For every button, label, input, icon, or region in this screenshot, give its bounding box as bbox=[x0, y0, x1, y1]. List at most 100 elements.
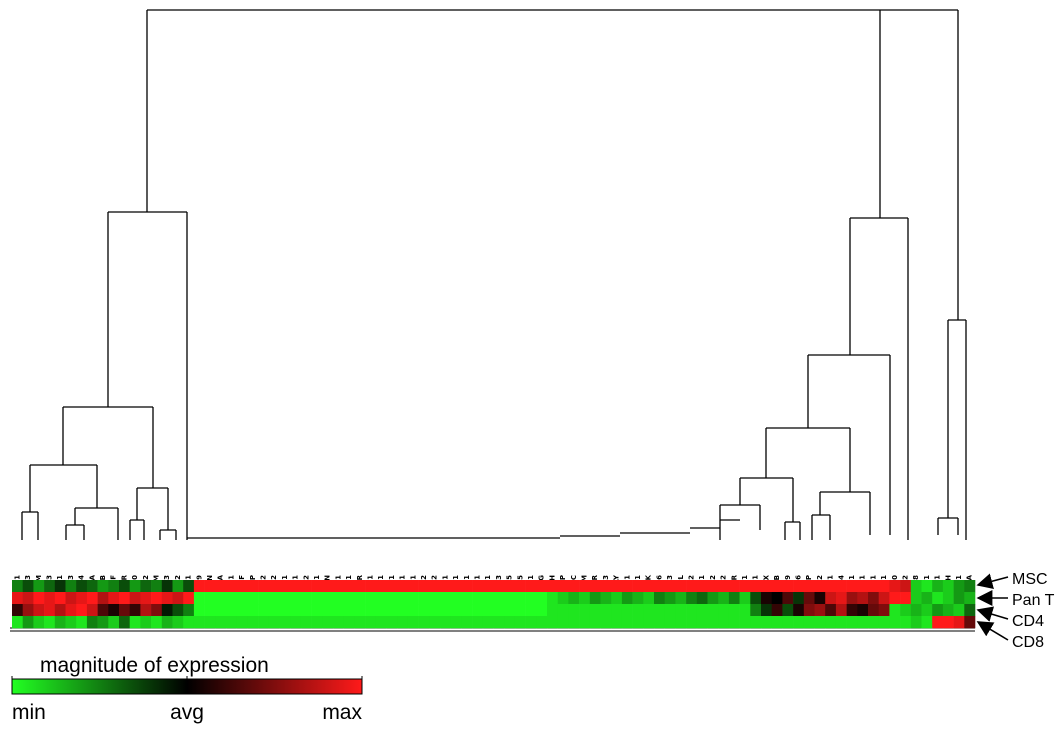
heatmap-cell bbox=[247, 616, 259, 629]
heatmap-cell bbox=[418, 592, 430, 605]
heatmap-cell bbox=[65, 604, 77, 617]
heatmap-cell bbox=[707, 592, 719, 605]
heatmap-cell bbox=[215, 616, 227, 629]
heatmap-cell bbox=[568, 616, 580, 629]
heatmap-cell bbox=[461, 604, 473, 617]
heatmap-cell bbox=[910, 604, 922, 617]
heatmap-cell bbox=[857, 604, 869, 617]
heatmap-cell bbox=[782, 580, 794, 593]
heatmap-cell bbox=[343, 616, 355, 629]
heatmap-cell bbox=[311, 592, 323, 605]
heatmap-cell bbox=[247, 580, 259, 593]
heatmap-cell bbox=[825, 604, 837, 617]
heatmap-cell bbox=[65, 580, 77, 593]
heatmap-cell bbox=[493, 616, 505, 629]
heatmap-cell bbox=[654, 580, 665, 593]
heatmap-cell bbox=[343, 604, 355, 617]
heatmap-cell bbox=[921, 580, 933, 593]
heatmap-cell bbox=[739, 616, 751, 629]
heatmap-cell bbox=[611, 616, 623, 629]
heatmap-cell bbox=[418, 604, 430, 617]
heatmap-cell bbox=[632, 580, 644, 593]
heatmap-cell bbox=[22, 604, 34, 617]
heatmap-cell bbox=[803, 616, 815, 629]
heatmap-cell bbox=[472, 616, 484, 629]
heatmap-cell bbox=[333, 616, 344, 629]
heatmap-cell bbox=[942, 616, 954, 629]
heatmap-cell bbox=[76, 592, 88, 605]
heatmap-cell bbox=[525, 604, 537, 617]
heatmap-cell bbox=[739, 604, 751, 617]
heatmap-cell bbox=[942, 604, 954, 617]
heatmap-cell bbox=[193, 580, 205, 593]
heatmap-cell bbox=[54, 616, 66, 629]
heatmap-cell bbox=[771, 616, 783, 629]
heatmap-cell bbox=[76, 580, 88, 593]
heatmap-cell bbox=[140, 604, 152, 617]
heatmap-cell bbox=[129, 580, 141, 593]
heatmap-cell bbox=[333, 604, 344, 617]
heatmap-cell bbox=[793, 580, 805, 593]
heatmap-cell bbox=[547, 592, 558, 605]
heatmap-cell bbox=[771, 592, 783, 605]
heatmap-cell bbox=[835, 616, 847, 629]
heatmap-cell bbox=[76, 604, 88, 617]
heatmap-cell bbox=[386, 580, 398, 593]
heatmap-cell bbox=[942, 580, 954, 593]
heatmap-cell bbox=[825, 616, 837, 629]
heatmap-cell bbox=[407, 616, 419, 629]
heatmap-cell bbox=[750, 604, 762, 617]
heatmap-cell bbox=[889, 604, 901, 617]
heatmap-cell bbox=[44, 604, 56, 617]
row-label: Pan T bbox=[1012, 592, 1055, 609]
heatmap-cell bbox=[846, 616, 858, 629]
heatmap-cell bbox=[857, 592, 869, 605]
heatmap-cell bbox=[236, 580, 248, 593]
heatmap-cell bbox=[54, 580, 66, 593]
heatmap-cell bbox=[440, 616, 451, 629]
heatmap-cell bbox=[226, 616, 237, 629]
heatmap-cell bbox=[589, 580, 601, 593]
heatmap-cell bbox=[44, 592, 56, 605]
heatmap-cell bbox=[397, 580, 409, 593]
heatmap-cell bbox=[375, 604, 387, 617]
colorbar-title: magnitude of expression bbox=[40, 654, 269, 677]
heatmap-cell bbox=[65, 592, 77, 605]
heatmap-cell bbox=[386, 604, 398, 617]
heatmap-cell bbox=[386, 592, 398, 605]
heatmap-cell bbox=[418, 580, 430, 593]
heatmap-cell bbox=[450, 616, 462, 629]
heatmap-cell bbox=[279, 604, 291, 617]
heatmap-cell bbox=[835, 604, 847, 617]
heatmap-cell bbox=[771, 604, 783, 617]
heatmap-cell bbox=[675, 580, 687, 593]
heatmap-cell bbox=[547, 580, 558, 593]
heatmap-cell bbox=[621, 580, 633, 593]
heatmap-cell bbox=[247, 604, 259, 617]
heatmap-cell bbox=[226, 604, 237, 617]
heatmap-cell bbox=[183, 592, 195, 605]
heatmap-cell bbox=[889, 616, 901, 629]
heatmap-cell bbox=[750, 616, 762, 629]
heatmap-cell bbox=[193, 604, 205, 617]
heatmap-cell bbox=[900, 580, 912, 593]
heatmap-cell bbox=[22, 616, 34, 629]
heatmap-cell bbox=[140, 616, 152, 629]
heatmap-cell bbox=[300, 580, 312, 593]
row-arrows bbox=[976, 573, 1009, 641]
heatmap-cell bbox=[504, 580, 516, 593]
row-label: CD4 bbox=[1012, 613, 1044, 630]
heatmap-cell bbox=[964, 592, 976, 605]
heatmap-cell bbox=[686, 580, 698, 593]
heatmap-cell bbox=[258, 580, 270, 593]
heatmap-cell bbox=[953, 616, 965, 629]
heatmap-cell bbox=[119, 616, 130, 629]
heatmap-cell bbox=[568, 604, 580, 617]
heatmap-cell bbox=[386, 616, 398, 629]
heatmap-cell bbox=[12, 616, 23, 629]
heatmap-cell bbox=[151, 580, 163, 593]
heatmap-cell bbox=[696, 592, 708, 605]
heatmap-cell bbox=[750, 592, 762, 605]
heatmap-cell bbox=[675, 592, 687, 605]
heatmap-cell bbox=[579, 580, 591, 593]
